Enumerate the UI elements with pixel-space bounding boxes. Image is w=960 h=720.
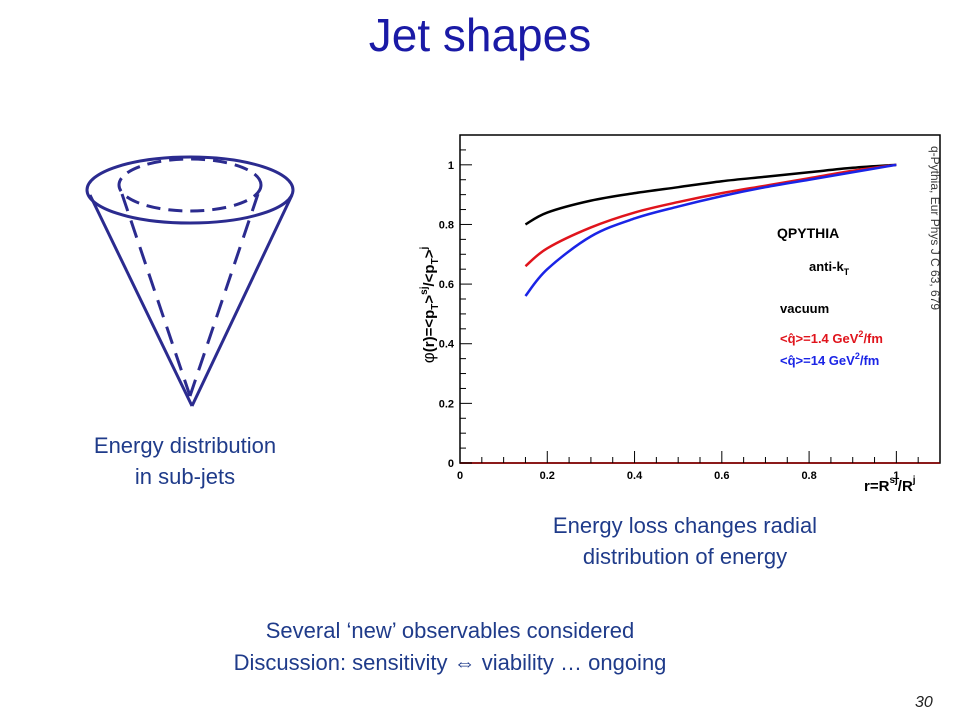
- y-tick-label: 0.8: [439, 219, 454, 231]
- y-tick-label: 1: [448, 160, 454, 172]
- cone-diagram: [85, 155, 295, 407]
- subjet-left-edge: [120, 193, 192, 397]
- bottom-line-2: Discussion: sensitivity ⇔ viability … on…: [233, 650, 667, 675]
- cone-caption: Energy distribution in sub-jets: [50, 430, 320, 492]
- legend: vacuum <q̂>=1.4 GeV2/fm <q̂>=14 GeV2/fm: [780, 301, 883, 368]
- plot-caption: Energy loss changes radial distribution …: [490, 510, 880, 572]
- bottom-text: Several ‘new’ observables considered Dis…: [0, 615, 900, 679]
- legend-q140: <q̂>=14 GeV2/fm: [780, 351, 879, 368]
- svg-text:φ(r)=<pT>sj/<pT>j: φ(r)=<pT>sj/<pT>j: [419, 247, 441, 364]
- y-tick-label: 0.4: [439, 339, 455, 351]
- svg-text:r=Rsj/Rj: r=Rsj/Rj: [864, 475, 916, 495]
- legend-vacuum: vacuum: [780, 301, 829, 316]
- series-line-0: [524, 163, 897, 226]
- generator-label: QPYTHIA: [777, 225, 839, 241]
- bottom-line-1: Several ‘new’ observables considered: [265, 618, 635, 643]
- plot-svg: 0 0.2 0.4 0.6 0.8 1 0 0.2 0.4 0.6 0.8 1 φ(r)=<pT>s…: [419, 134, 941, 495]
- y-tick-label: 0.6: [439, 279, 454, 291]
- cone-caption-line-1: Energy distribution: [93, 433, 277, 458]
- slide-title: Jet shapes: [368, 9, 592, 61]
- algorithm-label: anti-kT: [809, 259, 850, 277]
- plot-caption-line-2: distribution of energy: [582, 544, 788, 569]
- x-axis-label: r=Rsj/Rj: [864, 475, 916, 495]
- y-tick-label: 0.2: [439, 398, 454, 410]
- y-tick-label: 0: [448, 458, 454, 470]
- slide-number: 30: [915, 694, 933, 711]
- cone-outer-rim: [85, 155, 295, 225]
- subjet-rim: [117, 157, 263, 213]
- svg-text:anti-kT: anti-kT: [809, 259, 850, 277]
- cone-left-edge: [88, 194, 194, 407]
- subjet-right-edge: [188, 193, 260, 397]
- plot-caption-line-1: Energy loss changes radial: [552, 513, 818, 538]
- cone-right-edge: [190, 194, 294, 407]
- x-tick-label: 0.2: [540, 470, 555, 482]
- x-tick-label: 0: [457, 470, 463, 482]
- series-line-1: [524, 163, 897, 268]
- cone-caption-line-2: in sub-jets: [134, 464, 236, 489]
- x-tick-label: 1: [893, 470, 899, 482]
- jet-shape-plot: 0 0.2 0.4 0.6 0.8 1 0 0.2 0.4 0.6 0.8 1 φ(r)=<pT>s…: [412, 125, 942, 495]
- y-axis-label: φ(r)=<pT>sj/<pT>j: [419, 247, 441, 364]
- x-tick-label: 0.8: [801, 470, 816, 482]
- legend-q14: <q̂>=1.4 GeV2/fm: [780, 329, 883, 346]
- x-tick-label: 0.6: [714, 470, 729, 482]
- x-tick-label: 0.4: [627, 470, 643, 482]
- reference-note: q-Pythia, Eur Phys J C 63, 679: [928, 146, 942, 311]
- series-line-2: [524, 163, 897, 297]
